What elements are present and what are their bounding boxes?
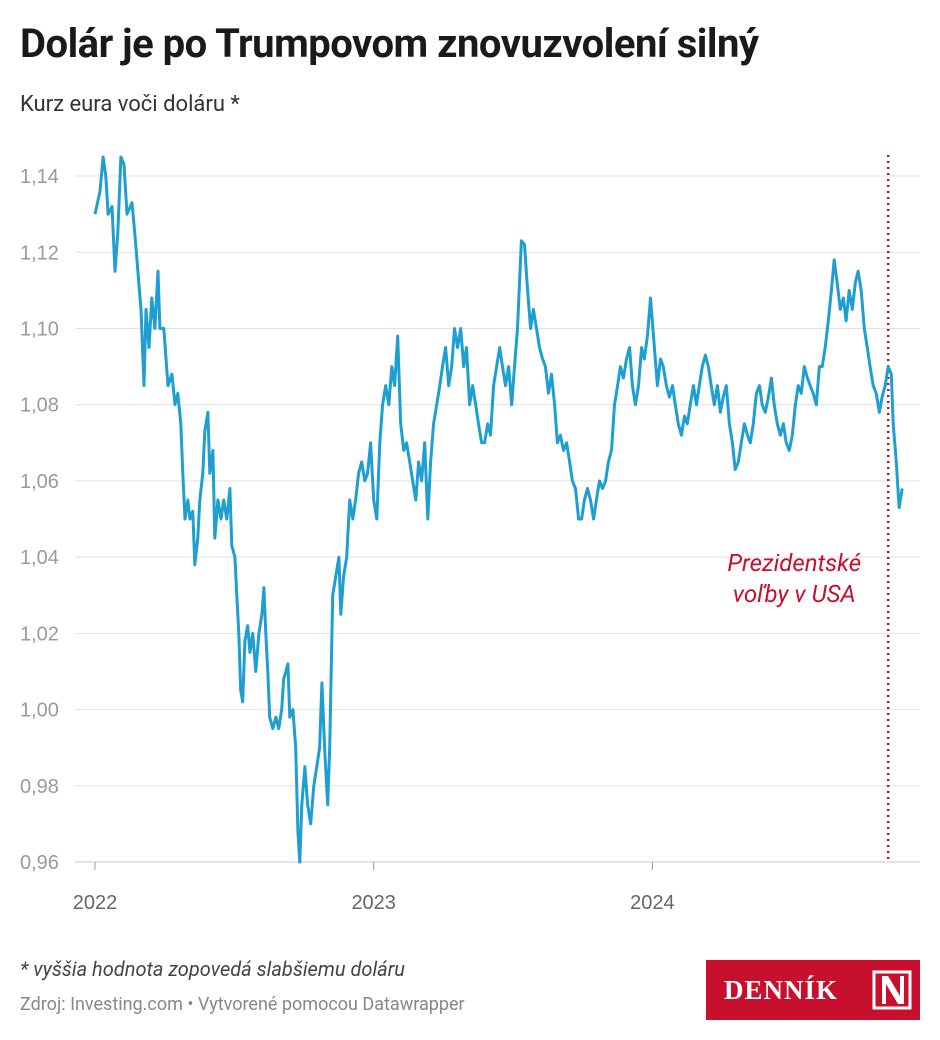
logo-frame — [872, 970, 912, 1010]
y-tick-label: 0,98 — [20, 776, 59, 798]
y-tick-label: 1,06 — [20, 471, 59, 493]
chart-subtitle: Kurz eura voči doláru * — [20, 92, 240, 117]
logo: DENNÍK — [706, 960, 920, 1020]
chart: 0,96 0,98 1,00 1,02 1,04 1,06 1,08 1,10 1,12 1,14… — [20, 155, 920, 914]
source: Zdroj: Investing.com • Vytvorené pomocou… — [20, 994, 465, 1015]
x-tick-label: 2022 — [73, 892, 118, 914]
y-tick-label: 1,12 — [20, 242, 59, 264]
footnote: * vyššia hodnota zopovedá slabšiemu dolá… — [20, 957, 405, 981]
x-tick-label: 2023 — [351, 892, 396, 914]
logo-n — [882, 976, 904, 1004]
y-tick-label: 1,14 — [20, 166, 59, 188]
y-tick-label: 1,08 — [20, 395, 59, 417]
line — [93, 155, 904, 864]
x-tick-label: 2024 — [630, 892, 675, 914]
y-tick-label: 1,04 — [20, 547, 59, 569]
chart-title: Dolár je po Trumpovom znovuzvolení silný — [20, 20, 759, 67]
y-tick-label: 1,02 — [20, 623, 59, 645]
y-tick-label: 1,10 — [20, 318, 59, 340]
logo-text: DENNÍK — [724, 975, 839, 1005]
y-tick-label: 1,00 — [20, 700, 59, 722]
annotation-label: Prezidentské voľby v USA — [727, 549, 862, 608]
logo-icon — [872, 970, 912, 1010]
y-tick-label: 0,96 — [20, 852, 59, 874]
